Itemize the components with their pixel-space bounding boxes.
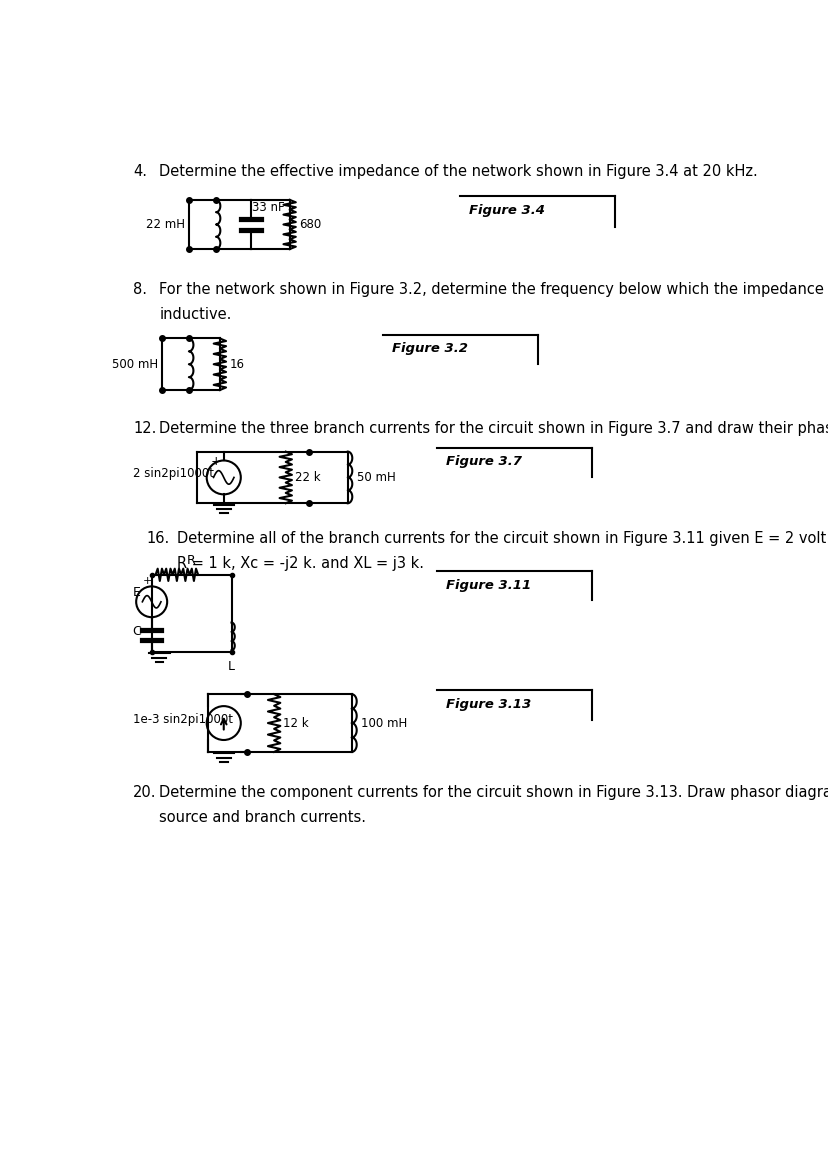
Text: +: + xyxy=(210,455,221,468)
Text: Figure 3.13: Figure 3.13 xyxy=(445,698,531,711)
Text: +: + xyxy=(142,576,152,585)
Text: 16.: 16. xyxy=(146,531,169,546)
Text: Figure 3.2: Figure 3.2 xyxy=(392,342,467,355)
Text: 33 nF: 33 nF xyxy=(252,202,285,214)
Text: 8.: 8. xyxy=(133,282,147,297)
Text: 2 sin2pi1000t: 2 sin2pi1000t xyxy=(133,467,214,480)
Text: Determine the component currents for the circuit shown in Figure 3.13. Draw phas: Determine the component currents for the… xyxy=(159,785,828,799)
Text: 12 k: 12 k xyxy=(283,717,309,729)
Text: 50 mH: 50 mH xyxy=(357,471,395,484)
Text: For the network shown in Figure 3.2, determine the frequency below which the imp: For the network shown in Figure 3.2, det… xyxy=(159,282,828,297)
Text: 12.: 12. xyxy=(133,420,156,435)
Text: source and branch currents.: source and branch currents. xyxy=(159,810,366,825)
Text: E: E xyxy=(132,586,140,599)
Text: 20.: 20. xyxy=(133,785,156,799)
Text: Determine the three branch currents for the circuit shown in Figure 3.7 and draw: Determine the three branch currents for … xyxy=(159,420,828,435)
Text: Determine all of the branch currents for the circuit shown in Figure 3.11 given : Determine all of the branch currents for… xyxy=(177,531,828,546)
Text: 16: 16 xyxy=(229,358,244,371)
Text: L: L xyxy=(228,660,234,673)
Text: 500 mH: 500 mH xyxy=(112,358,157,371)
Text: 22 mH: 22 mH xyxy=(146,218,185,232)
Text: 1e-3 sin2pi1000t: 1e-3 sin2pi1000t xyxy=(133,713,233,726)
Text: Determine the effective impedance of the network shown in Figure 3.4 at 20 kHz.: Determine the effective impedance of the… xyxy=(159,165,758,180)
Text: 22 k: 22 k xyxy=(295,471,320,484)
Text: Figure 3.7: Figure 3.7 xyxy=(445,455,522,469)
Text: 100 mH: 100 mH xyxy=(360,717,407,729)
Text: Figure 3.4: Figure 3.4 xyxy=(469,204,545,217)
Text: inductive.: inductive. xyxy=(159,306,232,321)
Text: Figure 3.11: Figure 3.11 xyxy=(445,578,531,592)
Text: 4.: 4. xyxy=(133,165,147,180)
Text: 680: 680 xyxy=(299,218,320,232)
Text: C: C xyxy=(132,624,141,637)
Text: R: R xyxy=(187,554,195,567)
Text: R = 1 k, Xc = -j2 k. and XL = j3 k.: R = 1 k, Xc = -j2 k. and XL = j3 k. xyxy=(177,555,424,570)
